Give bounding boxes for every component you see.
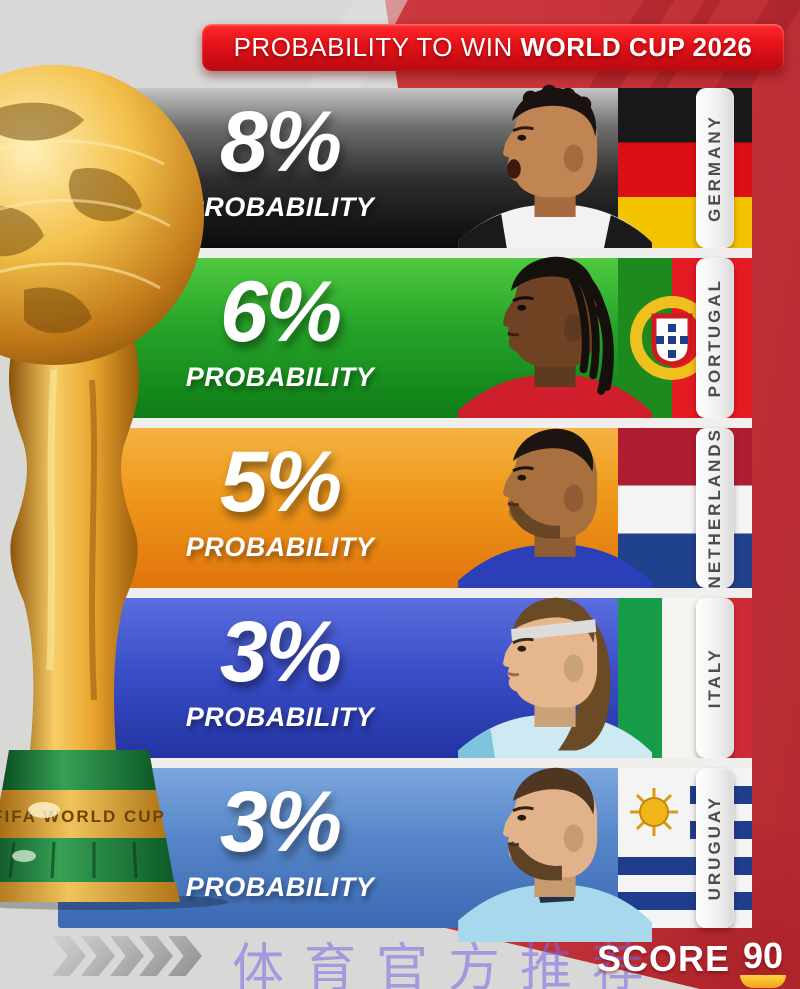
brand-name: SCORE <box>596 938 730 979</box>
player-photo-portugal <box>458 256 652 432</box>
probability-value: 3% <box>219 774 342 870</box>
country-tab-uruguay: URUGUAY <box>696 768 734 928</box>
bar-italy <box>58 597 752 772</box>
score90-logo: SCORE 90 <box>597 938 786 988</box>
probability-row-germany: 8% PROBABILITY GERMANY <box>0 84 800 262</box>
player-photo-germany <box>458 84 652 262</box>
chevron-right-icon <box>81 936 115 976</box>
row-divider <box>58 418 752 430</box>
country-tab-netherlands: NETHERLANDS <box>696 427 734 589</box>
probability-value: 5% <box>219 434 342 530</box>
trophy-engraving: FIFA WORLD CUP <box>0 807 166 826</box>
row-divider <box>58 758 752 770</box>
title-prefix: PROBABILITY TO WIN <box>233 32 521 62</box>
country-name: ITALY <box>705 647 724 709</box>
player-photo-uruguay <box>458 767 652 942</box>
probability-value: 6% <box>219 264 342 360</box>
player-photo-italy <box>458 597 652 772</box>
country-name: URUGUAY <box>705 795 724 901</box>
probability-value: 3% <box>219 604 342 700</box>
stats-uruguay: 3% PROBABILITY <box>110 774 450 903</box>
country-tab-portugal: PORTUGAL <box>696 258 734 418</box>
score90-bowl-icon <box>740 975 786 988</box>
probability-label: PROBABILITY <box>185 701 375 732</box>
world-cup-trophy: FIFA WORLD CUP <box>0 65 229 910</box>
watermark-text: 体育官方推荐 <box>232 939 665 989</box>
probability-label: PROBABILITY <box>185 191 375 222</box>
country-name: GERMANY <box>705 114 724 222</box>
probability-value: 8% <box>219 94 342 190</box>
probability-row-netherlands: 5% PROBABILITY NETHERLANDS <box>0 427 800 602</box>
country-name: PORTUGAL <box>705 278 724 398</box>
page-title: PROBABILITY TO WIN WORLD CUP 2026 <box>234 32 753 63</box>
footer-chevrons <box>52 936 202 976</box>
chevron-right-icon <box>168 936 202 976</box>
stats-italy: 3% PROBABILITY <box>110 604 450 733</box>
brand-number: 90 <box>742 935 784 976</box>
player-photo-netherlands <box>458 428 652 602</box>
stats-germany: 8% PROBABILITY <box>110 94 450 223</box>
country-name: NETHERLANDS <box>705 427 724 589</box>
country-tab-italy: ITALY <box>696 598 734 758</box>
chevron-right-icon <box>110 936 144 976</box>
chevron-right-icon <box>139 936 173 976</box>
stats-portugal: 6% PROBABILITY <box>110 264 450 393</box>
probability-row-italy: 3% PROBABILITY ITALY <box>0 597 800 772</box>
row-divider <box>58 248 752 260</box>
probability-label: PROBABILITY <box>185 531 375 562</box>
title-highlight: WORLD CUP 2026 <box>520 32 753 62</box>
row-divider <box>58 588 752 600</box>
stats-netherlands: 5% PROBABILITY <box>110 434 450 563</box>
probability-label: PROBABILITY <box>185 361 375 392</box>
probability-label: PROBABILITY <box>185 871 375 902</box>
chevron-right-icon <box>52 936 86 976</box>
probability-row-uruguay: 3% PROBABILITY URUGUAY <box>0 767 800 942</box>
title-banner: PROBABILITY TO WIN WORLD CUP 2026 <box>202 24 784 71</box>
country-tab-germany: GERMANY <box>696 88 734 248</box>
